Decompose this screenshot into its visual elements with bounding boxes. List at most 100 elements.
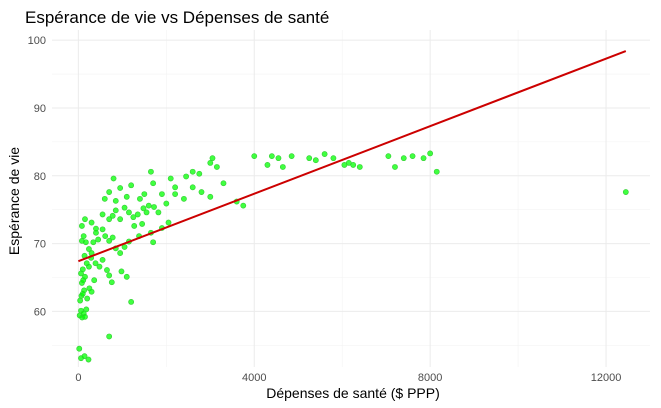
data-point (121, 204, 128, 211)
data-point (112, 207, 119, 214)
data-point (123, 193, 130, 200)
data-point (79, 266, 86, 273)
y-tick-label: 100 (28, 35, 46, 47)
data-point (143, 209, 150, 216)
data-point (95, 236, 102, 243)
data-point (427, 150, 434, 157)
data-point (392, 164, 398, 170)
y-axis-label: Espérance de vie (6, 147, 22, 255)
data-point (106, 237, 113, 244)
data-point (82, 273, 88, 280)
data-point (207, 193, 214, 200)
data-point (207, 160, 214, 166)
data-point (622, 189, 629, 195)
data-point (321, 151, 328, 157)
x-tick-label: 8000 (418, 372, 442, 384)
data-point (106, 272, 113, 279)
data-point (85, 356, 92, 363)
data-point (96, 263, 103, 270)
data-point (102, 233, 109, 240)
data-point (240, 202, 247, 209)
data-point (400, 155, 407, 162)
data-point (99, 256, 106, 263)
data-point (306, 155, 313, 162)
data-point (90, 239, 97, 246)
data-points (76, 150, 629, 363)
data-point (141, 191, 148, 197)
data-point (420, 155, 427, 162)
data-point (189, 168, 196, 175)
data-point (86, 246, 92, 252)
data-point (264, 162, 271, 168)
data-point (106, 216, 113, 223)
data-point (93, 225, 99, 232)
data-point (128, 182, 135, 189)
data-point (82, 239, 89, 246)
data-point (112, 197, 119, 204)
data-point (150, 239, 157, 246)
data-point (140, 205, 147, 212)
data-point (288, 153, 295, 160)
data-point (109, 234, 116, 241)
data-point (99, 226, 106, 233)
data-point (409, 153, 416, 160)
data-point (350, 162, 357, 168)
data-point (150, 180, 157, 187)
data-point (126, 209, 132, 216)
data-point (275, 155, 282, 162)
data-point (172, 191, 179, 197)
data-point (84, 295, 91, 302)
chart-title: Espérance de vie vs Dépenses de santé (25, 8, 329, 27)
y-tick-label: 60 (34, 306, 46, 318)
data-point (123, 273, 130, 280)
data-point (82, 216, 88, 223)
data-point (165, 219, 172, 226)
data-point (88, 288, 95, 295)
data-point (81, 287, 87, 294)
data-point (82, 313, 88, 320)
data-point (181, 195, 187, 202)
data-point (167, 175, 174, 182)
data-point (145, 202, 152, 209)
data-point (137, 195, 143, 202)
data-point (83, 306, 90, 313)
data-point (117, 216, 124, 223)
data-point (330, 155, 337, 162)
data-point (163, 200, 170, 207)
data-point (172, 184, 179, 191)
data-point (251, 153, 258, 160)
x-axis-label: Dépenses de santé ($ PPP) (266, 385, 440, 401)
data-point (110, 175, 117, 182)
data-point (80, 233, 87, 240)
data-point (356, 164, 363, 170)
regression-line-group (78, 50, 627, 263)
data-point (213, 164, 220, 170)
data-point (128, 299, 135, 305)
data-point (130, 214, 137, 221)
data-point (76, 345, 83, 352)
data-point (155, 209, 162, 216)
data-point (220, 180, 227, 187)
data-point (109, 212, 116, 219)
data-point (108, 279, 115, 286)
data-point (312, 157, 319, 164)
x-tick-label: 0 (75, 372, 81, 384)
data-point (433, 168, 440, 175)
data-point (117, 250, 124, 256)
data-point (106, 333, 113, 340)
data-point (91, 277, 98, 284)
data-point (268, 153, 275, 160)
data-point (88, 219, 95, 226)
y-tick-label: 90 (34, 103, 46, 115)
data-point (131, 223, 138, 229)
y-tick-label: 80 (34, 171, 46, 183)
data-point (81, 353, 88, 360)
data-point (134, 211, 141, 218)
x-tick-label: 12000 (591, 372, 622, 384)
data-point (139, 221, 146, 227)
data-point (148, 168, 154, 175)
data-point (183, 173, 190, 180)
data-point (385, 153, 392, 160)
data-point (198, 189, 205, 195)
